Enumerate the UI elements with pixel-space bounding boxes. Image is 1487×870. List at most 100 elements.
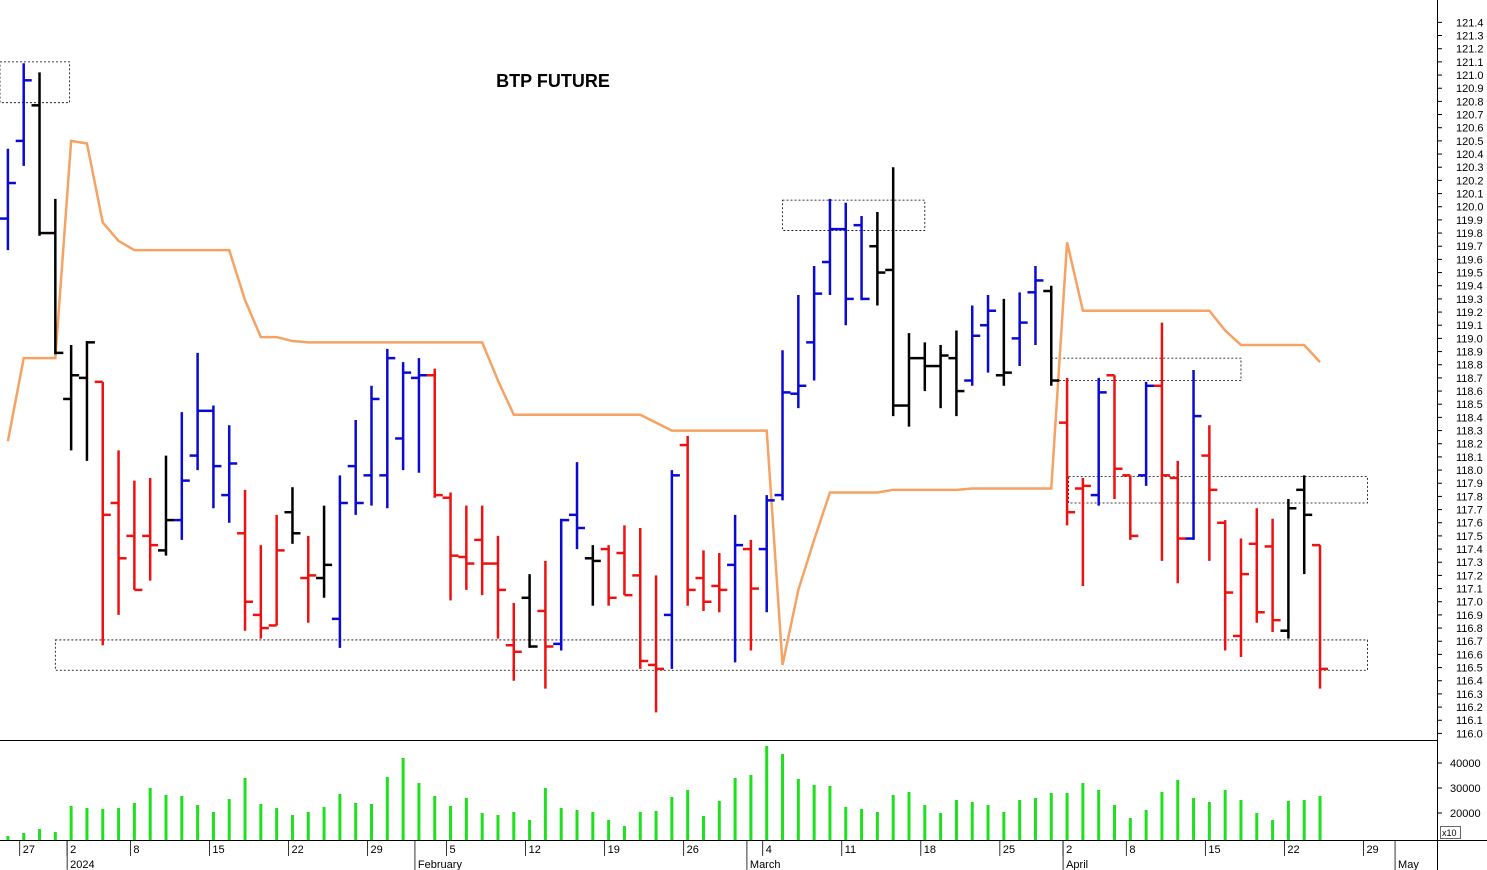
price-zone xyxy=(782,199,926,231)
volume-bar xyxy=(22,833,26,840)
volume-bar xyxy=(1128,818,1132,840)
y-tick-label: 117.2 xyxy=(1456,570,1483,582)
y-tick-label: 116.4 xyxy=(1456,676,1483,688)
volume-bar xyxy=(1318,796,1322,840)
month-label: May xyxy=(1398,859,1419,870)
volume-bar xyxy=(733,778,737,840)
volume-bar xyxy=(891,795,895,840)
y-tick-label: 119.9 xyxy=(1456,215,1483,227)
y-tick-label: 118.7 xyxy=(1456,373,1483,385)
volume-bar xyxy=(749,775,753,840)
volume-bar xyxy=(1286,801,1290,840)
volume-bar xyxy=(1255,813,1259,840)
x-tick-label: 15 xyxy=(212,844,224,856)
volume-bar xyxy=(211,812,215,840)
y-tick-label: 120.3 xyxy=(1456,162,1484,174)
x-tick-label: 15 xyxy=(1208,844,1220,856)
month-label: 2024 xyxy=(70,859,94,870)
y-tick-label: 120.7 xyxy=(1456,110,1484,122)
volume-bar xyxy=(1271,820,1275,840)
chart-title: BTP FUTURE xyxy=(496,71,610,91)
y-tick-label: 121.0 xyxy=(1456,70,1484,82)
volume-bar xyxy=(290,815,294,840)
volume-bar xyxy=(338,794,342,840)
x-tick-label: 8 xyxy=(1129,844,1135,856)
x-tick-label: 26 xyxy=(687,844,699,856)
y-tick-label: 116.6 xyxy=(1456,649,1483,661)
volume-bar xyxy=(986,805,990,840)
y-tick-label: 116.5 xyxy=(1456,663,1483,675)
volume-bar xyxy=(1192,798,1196,840)
y-tick-label: 120.2 xyxy=(1456,175,1484,187)
y-tick-label: 118.1 xyxy=(1456,452,1483,464)
volume-bar xyxy=(939,813,943,840)
y-tick-label: 30000 xyxy=(1450,783,1481,795)
volume-bar xyxy=(227,799,231,840)
x-tick-label: 2 xyxy=(1066,844,1072,856)
volume-bar xyxy=(417,783,421,840)
volume-bar xyxy=(812,785,816,840)
volume-bar xyxy=(607,820,611,840)
y-tick-label: 119.3 xyxy=(1456,294,1483,306)
y-tick-label: 118.9 xyxy=(1456,347,1483,359)
y-tick-label: 119.6 xyxy=(1456,254,1483,266)
volume-bar xyxy=(196,805,200,840)
y-tick-label: 117.5 xyxy=(1456,531,1483,543)
x-tick-label: 22 xyxy=(291,844,303,856)
y-tick-label: 116.3 xyxy=(1456,689,1483,701)
y-tick-label: 119.5 xyxy=(1456,268,1483,280)
volume-bar xyxy=(53,832,57,840)
volume-unit: x10 xyxy=(1442,828,1457,838)
volume-bar xyxy=(322,807,326,840)
price-zone xyxy=(1068,476,1368,504)
y-tick-label: 119.0 xyxy=(1456,333,1483,345)
volume-bar xyxy=(591,812,595,840)
volume-bar xyxy=(148,788,152,840)
volume-bar xyxy=(275,808,279,840)
volume-bar xyxy=(354,803,358,840)
volume-bar xyxy=(528,820,532,840)
y-tick-label: 117.3 xyxy=(1456,557,1483,569)
volume-bar xyxy=(686,790,690,840)
volume-bar xyxy=(970,802,974,840)
y-tick-label: 119.4 xyxy=(1456,281,1483,293)
x-tick-label: 11 xyxy=(845,844,856,856)
unit-box xyxy=(1440,826,1461,839)
x-tick-label: 22 xyxy=(1287,844,1299,856)
x-tick-label: 19 xyxy=(608,844,620,856)
volume-bar xyxy=(670,797,674,840)
y-tick-label: 119.1 xyxy=(1456,320,1483,332)
y-tick-label: 118.4 xyxy=(1456,412,1483,424)
y-tick-label: 120.8 xyxy=(1456,96,1484,108)
volume-bar xyxy=(1176,780,1180,840)
volume-bar xyxy=(1302,800,1306,840)
volume-bar xyxy=(370,804,374,840)
volume-bar xyxy=(860,809,864,840)
y-tick-label: 117.0 xyxy=(1456,597,1483,609)
volume-bar xyxy=(480,813,484,840)
x-tick-label: 8 xyxy=(133,844,139,856)
volume-bar xyxy=(1144,810,1148,840)
volume-bar xyxy=(259,804,263,840)
volume-bar xyxy=(401,758,405,840)
y-tick-label: 118.6 xyxy=(1456,386,1483,398)
y-tick-label: 116.2 xyxy=(1456,702,1483,714)
y-tick-label: 121.4 xyxy=(1456,17,1484,29)
x-tick-label: 29 xyxy=(371,844,383,856)
y-tick-label: 116.0 xyxy=(1456,728,1483,740)
y-tick-label: 120.4 xyxy=(1456,149,1484,161)
volume-bar xyxy=(1049,793,1053,840)
volume-bar xyxy=(954,800,958,840)
y-tick-label: 117.9 xyxy=(1456,478,1483,490)
volume-bar xyxy=(575,810,579,840)
volume-bar xyxy=(844,807,848,840)
month-label: February xyxy=(418,859,463,870)
volume-bar xyxy=(1065,793,1069,840)
volume-bar xyxy=(85,808,89,840)
volume-bar xyxy=(875,812,879,840)
price-zone xyxy=(54,639,1368,671)
volume-bar xyxy=(638,812,642,840)
volume-bar xyxy=(765,746,769,840)
y-tick-label: 119.8 xyxy=(1456,228,1483,240)
